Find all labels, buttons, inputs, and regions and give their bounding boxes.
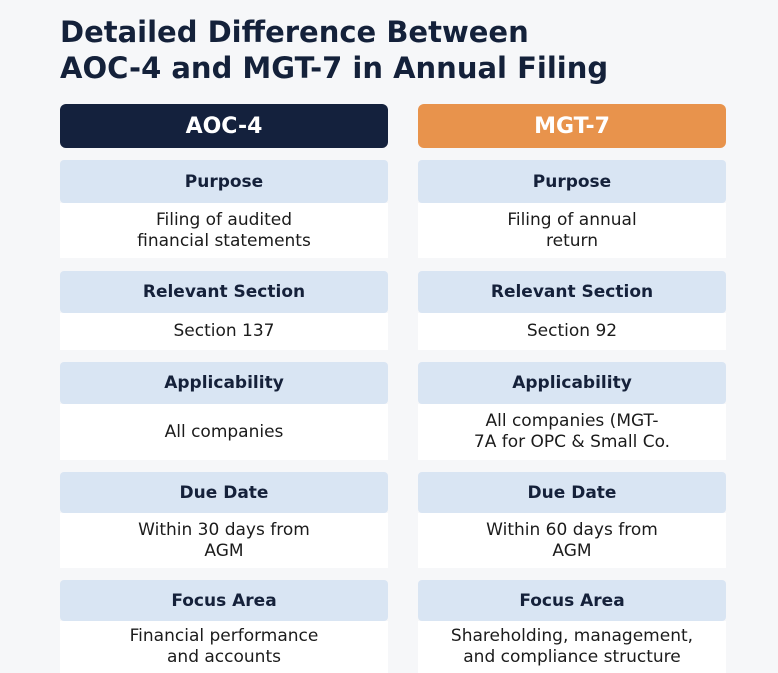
title: Detailed Difference Between AOC-4 and MG… [60,14,608,86]
body-line: Financial performance [129,626,319,646]
section-body: Within 60 days from AGM [418,513,726,568]
section-heading: Purpose [418,160,726,203]
body-line: return [546,230,598,251]
section-heading: Relevant Section [60,271,388,313]
body-line: Section 92 [526,321,618,341]
title-line: AOC-4 and MGT-7 in Annual Filing [60,51,609,85]
section-body: All companies [60,404,388,460]
section-heading: Relevant Section [418,271,726,313]
body-line: and compliance structure [463,647,681,667]
section-body: Filing of audited financial statements [60,203,388,258]
body-line: Filing of audited [155,209,293,230]
section-body: Section 137 [60,313,388,350]
section-body: Filing of annual return [418,203,726,258]
section-body: Shareholding, management, and compliance … [418,621,726,673]
body-line: Section 137 [173,321,275,341]
section-body: Section 92 [418,313,726,350]
body-line: 7A for OPC & Small Co. [473,432,671,452]
section-heading: Applicability [418,362,726,404]
section-heading: Purpose [60,160,388,203]
column-header: MGT-7 [418,104,726,148]
body-line: AGM [552,540,592,561]
body-line: All companies (MGT- [485,411,659,431]
section-heading: Applicability [60,362,388,404]
section-heading: Due Date [418,472,726,513]
section-heading: Due Date [60,472,388,513]
section-heading: Focus Area [418,580,726,621]
section-body: Financial performance and accounts [60,621,388,673]
body-line: Filing of annual [507,209,637,230]
body-line: financial statements [137,230,311,251]
body-line: Shareholding, management, [450,626,694,646]
column-header: AOC-4 [60,104,388,148]
body-line: Within 60 days from [486,519,658,540]
body-line: All companies [164,421,284,442]
body-line: and accounts [167,647,281,667]
body-line: Within 30 days from [138,519,310,540]
section-body: Within 30 days from AGM [60,513,388,568]
section-body: All companies (MGT- 7A for OPC & Small Co… [418,404,726,460]
body-line: AGM [204,540,244,561]
title-line: Detailed Difference Between [60,15,529,49]
section-heading: Focus Area [60,580,388,621]
